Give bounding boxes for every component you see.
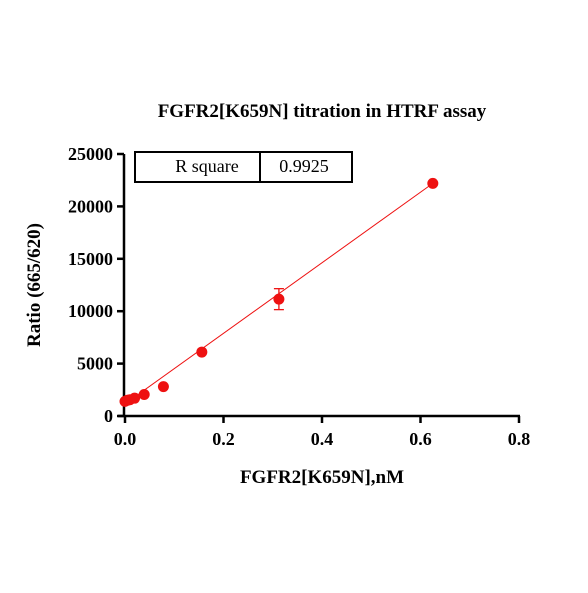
y-tick-label: 15000 xyxy=(68,249,113,269)
data-point xyxy=(273,293,285,305)
y-tick-label: 5000 xyxy=(77,354,113,374)
y-axis-label: Ratio (665/620) xyxy=(24,223,45,347)
data-point xyxy=(157,381,169,393)
x-tick-label: 0.6 xyxy=(409,429,432,449)
y-tick-label: 25000 xyxy=(68,144,113,164)
data-point xyxy=(427,177,439,189)
r-square-label: R square xyxy=(175,156,238,176)
data-point xyxy=(196,346,208,358)
data-point xyxy=(138,389,150,401)
data-point xyxy=(129,392,141,404)
r-square-table-border xyxy=(134,151,353,183)
x-tick-label: 0.4 xyxy=(311,429,334,449)
y-tick-label: 20000 xyxy=(68,196,113,216)
y-tick-label: 0 xyxy=(104,406,113,426)
y-tick-label: 10000 xyxy=(68,301,113,321)
x-tick-label: 0.2 xyxy=(212,429,235,449)
x-tick-label: 0.8 xyxy=(508,429,531,449)
x-tick-label: 0.0 xyxy=(114,429,137,449)
x-axis-label: FGFR2[K659N],nM xyxy=(240,467,404,488)
r-square-table: R square 0.9925 xyxy=(134,151,353,183)
r-square-value: 0.9925 xyxy=(279,156,329,176)
plot-area: 0 5000 10000 15000 20000 25000 0.0 0.2 0.4 0.6 0.8 xyxy=(68,144,530,449)
chart-title: FGFR2[K659N] titration in HTRF assay xyxy=(158,101,487,122)
